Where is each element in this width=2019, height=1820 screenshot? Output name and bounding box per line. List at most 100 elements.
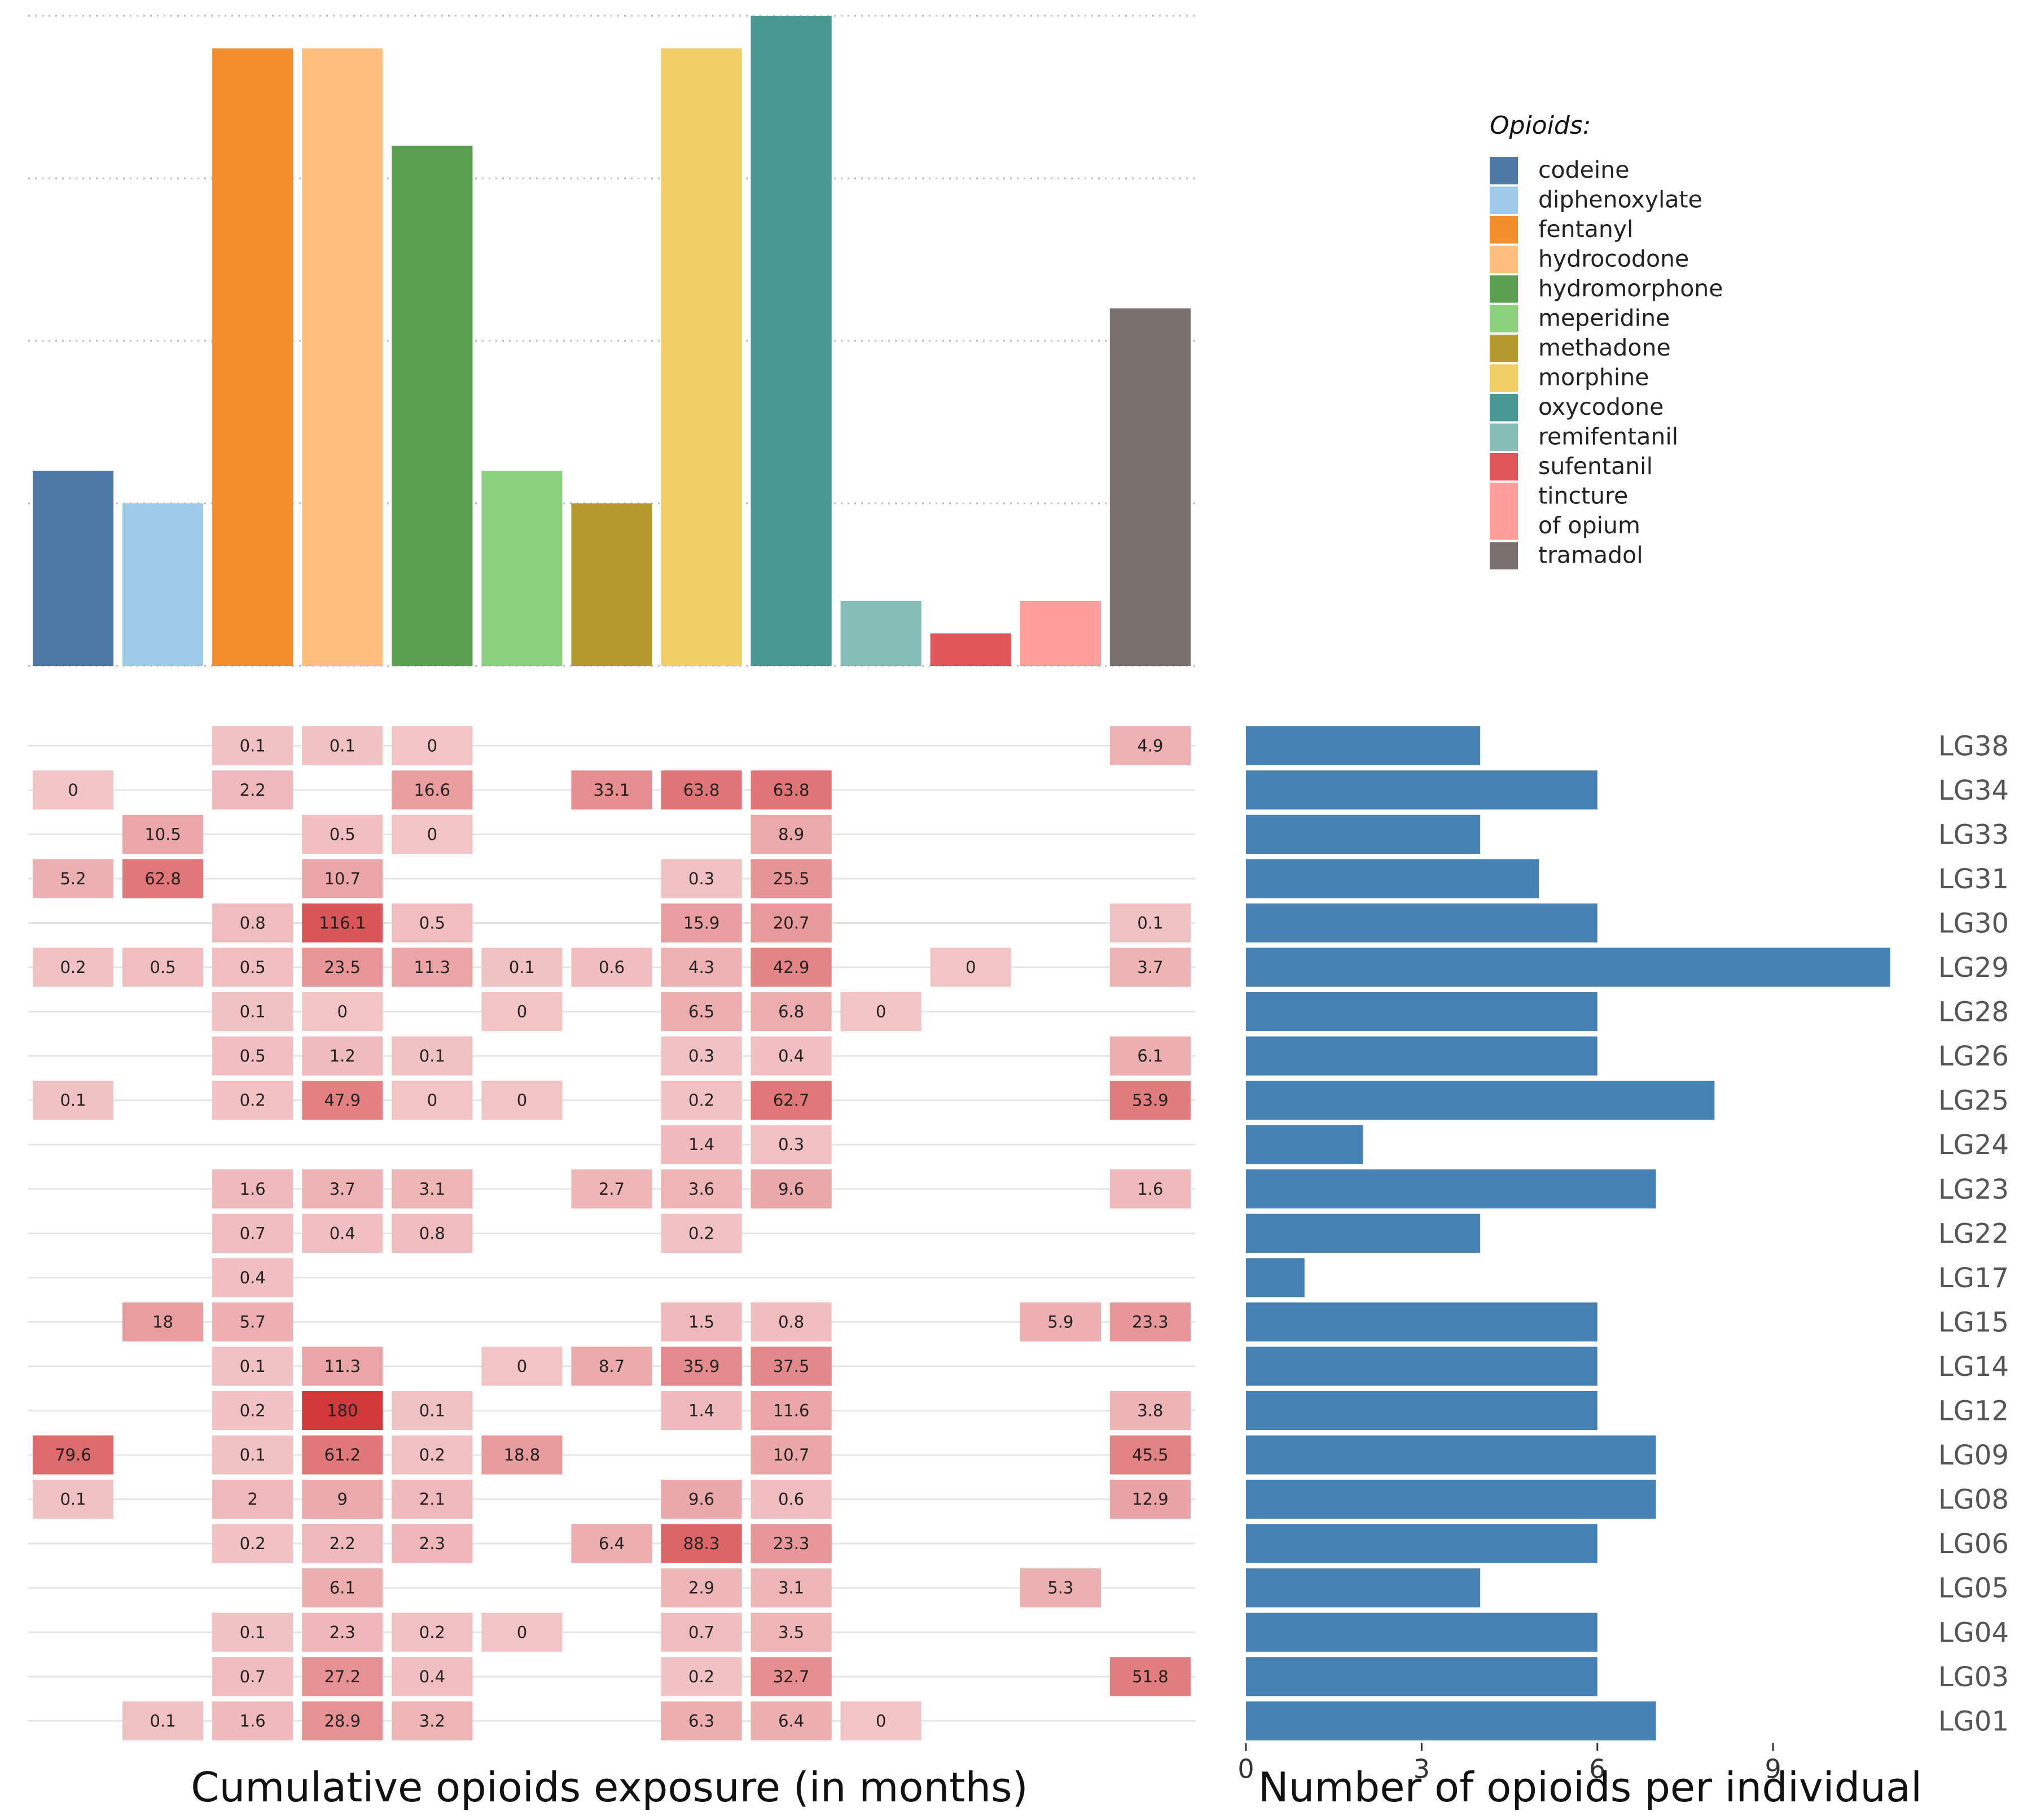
heat-cell-lg06-morphine: [661, 1524, 742, 1563]
heat-cell-lg22-fentanyl: [212, 1213, 293, 1253]
heat-cell-label: 61.2: [324, 1445, 361, 1464]
heat-cell-lg24-morphine: [661, 1125, 742, 1164]
heat-cell-label: 1.6: [1137, 1179, 1163, 1199]
heat-cell-label: 0: [517, 1622, 527, 1642]
heat-cell-label: 12.9: [1132, 1490, 1169, 1509]
heat-cell-label: 35.9: [683, 1357, 720, 1376]
heat-cell-lg01-fentanyl: [212, 1701, 293, 1740]
heat-cell-lg03-tramadol: [1109, 1657, 1191, 1696]
heat-cell-label: 0.2: [419, 1445, 445, 1464]
heat-cell-label: 0: [517, 1357, 527, 1376]
legend-swatch-hydromorphone: [1490, 275, 1518, 303]
heat-cell-label: 3.7: [1137, 958, 1163, 977]
heat-cell-lg22-hydromorphone: [392, 1213, 473, 1253]
heat-cell-lg23-fentanyl: [212, 1169, 293, 1209]
x-tick-label: 9: [1765, 1754, 1781, 1784]
heat-cell-lg38-tramadol: [1109, 726, 1191, 765]
count-bar-lg26: [1246, 1036, 1597, 1076]
heat-cell-lg15-tincture-of-opium: [1020, 1302, 1101, 1341]
heat-cell-label: 0.2: [688, 1091, 714, 1110]
heat-cell-label: 9.6: [778, 1179, 804, 1199]
heat-cell-label: 63.8: [773, 780, 810, 800]
heat-cell-label: 15.9: [683, 913, 720, 932]
heat-cell-label: 33.1: [594, 780, 630, 800]
count-bar-lg30: [1246, 903, 1597, 943]
row-label-lg06: LG06: [1938, 1528, 2009, 1560]
heat-cell-label: 8.7: [599, 1357, 625, 1376]
heat-cell-lg24-oxycodone: [750, 1125, 832, 1164]
heat-cell-label: 0.4: [419, 1667, 445, 1686]
row-label-lg28: LG28: [1938, 997, 2009, 1028]
heat-cell-label: 0: [517, 1091, 527, 1110]
top-bar-chart: [28, 15, 1195, 667]
heat-cell-lg12-hydromorphone: [392, 1391, 473, 1431]
heat-cell-label: 0: [337, 1002, 348, 1021]
heat-cell-label: 3.5: [778, 1622, 804, 1642]
count-bar-lg01: [1246, 1701, 1656, 1740]
heat-cell-label: 0.1: [330, 736, 355, 755]
heat-cell-label: 0: [68, 780, 78, 800]
row-label-lg14: LG14: [1938, 1351, 2009, 1383]
heat-cell-lg15-diphenoxylate: [122, 1302, 204, 1341]
heat-cell-label: 0.8: [419, 1223, 445, 1243]
heat-cell-lg30-oxycodone: [750, 903, 832, 943]
heat-cell-lg26-tramadol: [1109, 1036, 1191, 1076]
heat-cell-label: 6.8: [778, 1002, 804, 1021]
heat-cell-lg38-fentanyl: [212, 726, 293, 765]
heat-cell-lg04-fentanyl: [212, 1612, 293, 1652]
legend-label-codeine: codeine: [1538, 156, 1629, 183]
heat-cell-label: 0.2: [419, 1622, 445, 1642]
bar-codeine: [32, 471, 114, 666]
heat-cell-lg28-remifentanil: [840, 992, 921, 1032]
x-tick-label: 0: [1237, 1754, 1254, 1784]
heat-cell-lg23-tramadol: [1109, 1169, 1191, 1209]
heat-cell-lg09-tramadol: [1109, 1435, 1191, 1475]
heat-cell-lg34-hydromorphone: [392, 770, 473, 810]
row-label-lg29: LG29: [1938, 952, 2009, 984]
heat-cell-label: 0.7: [240, 1667, 266, 1686]
heat-cell-label: 6.1: [330, 1578, 355, 1598]
legend-label-hydromorphone: hydromorphone: [1538, 275, 1723, 302]
heat-cell-label: 6.1: [1137, 1046, 1163, 1065]
legend-label-morphine: morphine: [1538, 364, 1649, 391]
heat-cell-lg03-oxycodone: [750, 1657, 832, 1696]
heat-cell-lg01-oxycodone: [750, 1701, 832, 1740]
heat-cell-label: 1.4: [688, 1135, 714, 1154]
legend-swatch-hydrocodone: [1490, 245, 1518, 273]
heat-cell-lg33-hydromorphone: [392, 814, 473, 854]
row-label-lg33: LG33: [1938, 819, 2009, 850]
row-label-lg30: LG30: [1938, 907, 2009, 939]
x-tick-label: 3: [1414, 1754, 1430, 1784]
heat-cell-lg26-morphine: [661, 1036, 742, 1076]
heat-cell-lg14-fentanyl: [212, 1347, 293, 1386]
heat-cell-lg26-fentanyl: [212, 1036, 293, 1076]
heat-cell-label: 5.3: [1047, 1578, 1073, 1598]
heat-cell-label: 5.7: [240, 1312, 266, 1331]
heat-cell-label: 3.8: [1137, 1401, 1163, 1420]
row-label-lg38: LG38: [1938, 730, 2009, 762]
heat-cell-lg28-fentanyl: [212, 992, 293, 1032]
heat-cell-lg23-morphine: [661, 1169, 742, 1209]
heat-cell-label: 0.7: [240, 1223, 266, 1243]
heat-cell-label: 0.1: [150, 1711, 176, 1730]
heat-cell-label: 1.4: [688, 1401, 714, 1420]
heat-cell-label: 63.8: [683, 780, 720, 800]
heat-cell-lg05-morphine: [661, 1568, 742, 1608]
heat-cell-label: 9.6: [688, 1490, 714, 1509]
heat-cell-label: 1.6: [240, 1711, 266, 1730]
heat-cell-lg29-hydromorphone: [392, 948, 473, 987]
heat-cell-lg28-hydrocodone: [302, 992, 383, 1032]
legend-swatch-methadone: [1490, 335, 1518, 362]
heat-cell-lg30-hydrocodone: [302, 903, 383, 943]
heat-cell-label: 2.9: [688, 1578, 714, 1598]
count-bar-lg03: [1246, 1657, 1597, 1696]
heat-cell-lg14-hydrocodone: [302, 1347, 383, 1386]
heat-cell-lg01-hydrocodone: [302, 1701, 383, 1740]
heat-cell-lg29-oxycodone: [750, 948, 832, 987]
heat-cell-lg22-hydrocodone: [302, 1213, 383, 1253]
heat-cell-lg04-morphine: [661, 1612, 742, 1652]
heat-cell-lg01-remifentanil: [840, 1701, 921, 1740]
count-bar-lg04: [1246, 1612, 1597, 1652]
heat-cell-label: 5.9: [1047, 1312, 1073, 1331]
heat-cell-lg08-morphine: [661, 1480, 742, 1519]
